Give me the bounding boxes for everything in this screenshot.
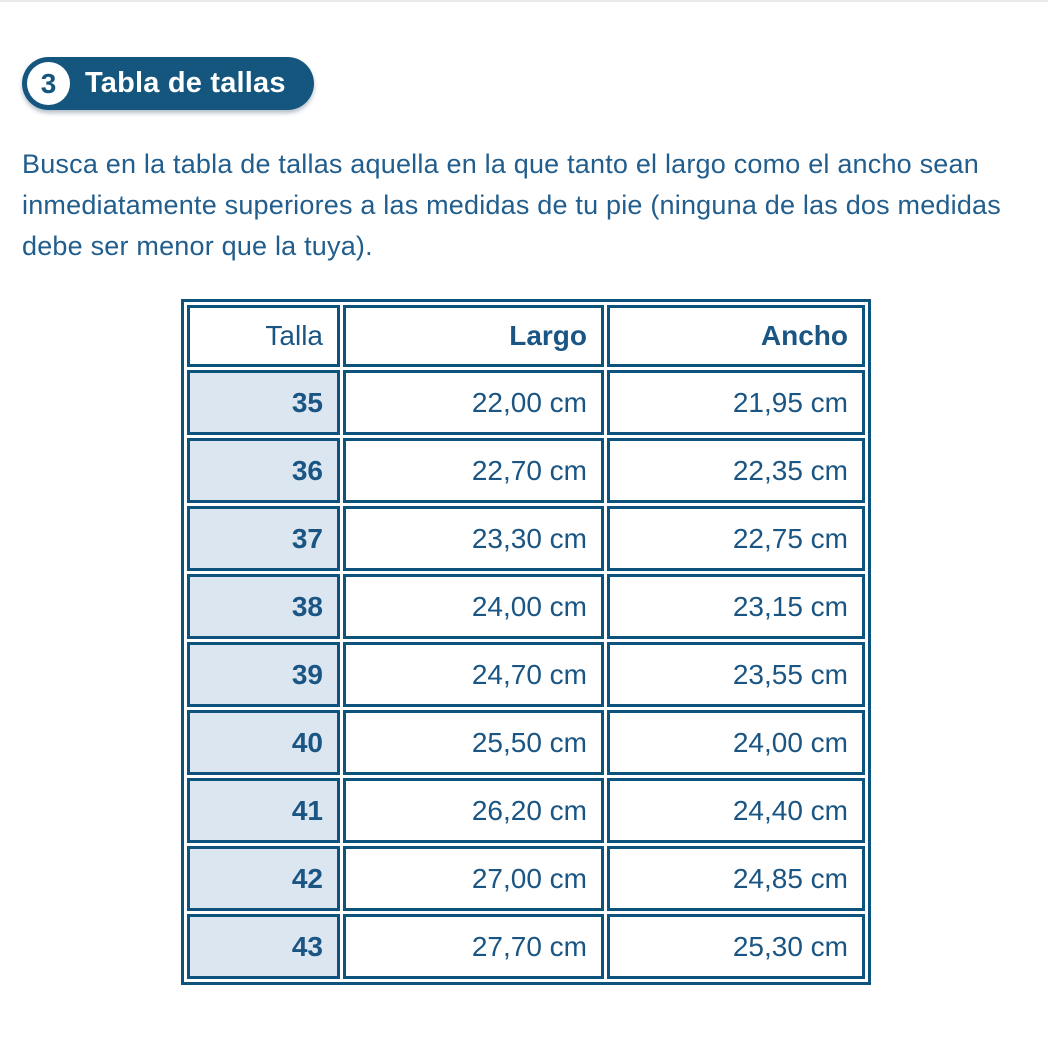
size-cell: 35 (187, 370, 340, 435)
ancho-cell: 23,55 cm (607, 642, 865, 707)
step-number-circle: 3 (27, 62, 70, 105)
largo-cell: 27,00 cm (343, 846, 604, 911)
table-row: 36 22,70 cm 22,35 cm (187, 438, 865, 503)
intro-text: Busca en la tabla de tallas aquella en l… (22, 149, 1001, 261)
largo-cell: 23,30 cm (343, 506, 604, 571)
largo-cell: 24,00 cm (343, 574, 604, 639)
header-row: Talla Largo Ancho (187, 305, 865, 367)
size-cell: 36 (187, 438, 340, 503)
header-talla: Talla (187, 305, 340, 367)
ancho-cell: 24,00 cm (607, 710, 865, 775)
size-cell: 42 (187, 846, 340, 911)
size-guide-section: 3 Tabla de tallas Busca en la tabla de t… (22, 57, 1001, 985)
table-row: 43 27,70 cm 25,30 cm (187, 914, 865, 979)
size-cell: 40 (187, 710, 340, 775)
ancho-cell: 21,95 cm (607, 370, 865, 435)
header-ancho: Ancho (607, 305, 865, 367)
table-row: 40 25,50 cm 24,00 cm (187, 710, 865, 775)
largo-cell: 24,70 cm (343, 642, 604, 707)
ancho-cell: 22,35 cm (607, 438, 865, 503)
largo-cell: 27,70 cm (343, 914, 604, 979)
size-table-header: Talla Largo Ancho (187, 305, 865, 367)
ancho-cell: 24,85 cm (607, 846, 865, 911)
table-row: 38 24,00 cm 23,15 cm (187, 574, 865, 639)
largo-cell: 26,20 cm (343, 778, 604, 843)
header-largo: Largo (343, 305, 604, 367)
ancho-cell: 22,75 cm (607, 506, 865, 571)
size-cell: 39 (187, 642, 340, 707)
table-row: 42 27,00 cm 24,85 cm (187, 846, 865, 911)
top-divider (0, 0, 1048, 2)
size-table: Talla Largo Ancho 35 22,00 cm 21,95 cm 36 22… (181, 299, 871, 985)
largo-cell: 22,70 cm (343, 438, 604, 503)
table-row: 39 24,70 cm 23,55 cm (187, 642, 865, 707)
ancho-cell: 25,30 cm (607, 914, 865, 979)
size-cell: 37 (187, 506, 340, 571)
table-row: 37 23,30 cm 22,75 cm (187, 506, 865, 571)
size-cell: 43 (187, 914, 340, 979)
ancho-cell: 24,40 cm (607, 778, 865, 843)
ancho-cell: 23,15 cm (607, 574, 865, 639)
size-cell: 41 (187, 778, 340, 843)
step-number: 3 (40, 67, 57, 99)
size-table-body: 35 22,00 cm 21,95 cm 36 22,70 cm 22,35 cm 37 23… (187, 370, 865, 979)
largo-cell: 22,00 cm (343, 370, 604, 435)
table-row: 35 22,00 cm 21,95 cm (187, 370, 865, 435)
step-badge: 3 Tabla de tallas (22, 57, 314, 110)
section-title: Tabla de tallas (85, 67, 286, 99)
size-cell: 38 (187, 574, 340, 639)
table-row: 41 26,20 cm 24,40 cm (187, 778, 865, 843)
largo-cell: 25,50 cm (343, 710, 604, 775)
